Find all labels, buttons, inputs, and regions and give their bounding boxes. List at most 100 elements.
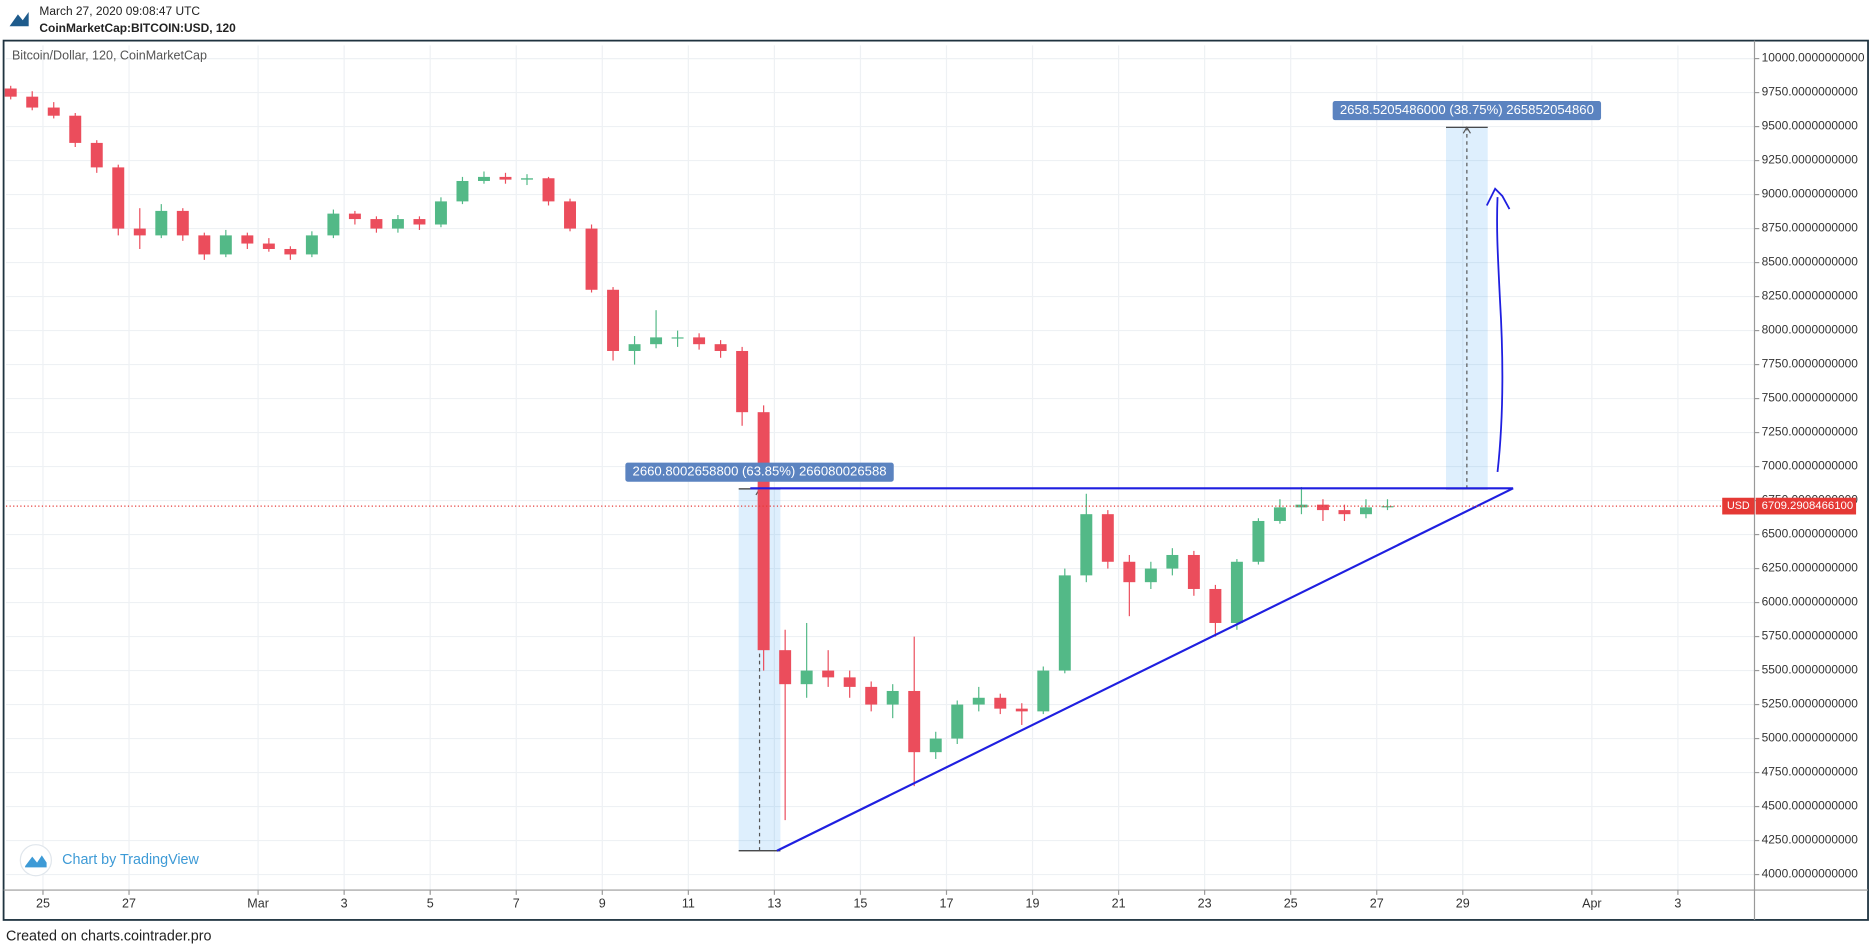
candle-body bbox=[69, 115, 82, 143]
x-tick-label: 27 bbox=[1370, 897, 1384, 911]
measure-label-bg bbox=[625, 462, 894, 482]
y-tick-label: 5500.0000000000 bbox=[1762, 663, 1859, 677]
candle-body bbox=[456, 180, 469, 202]
watermark-icon bbox=[19, 844, 52, 877]
y-tick-label: 7250.0000000000 bbox=[1762, 425, 1859, 439]
y-tick-label: 7500.0000000000 bbox=[1762, 391, 1859, 405]
y-tick-label: 8750.0000000000 bbox=[1762, 221, 1859, 235]
y-tick-label: 4750.0000000000 bbox=[1762, 765, 1859, 779]
candle-body bbox=[1316, 504, 1329, 511]
x-tick-label: 19 bbox=[1026, 897, 1040, 911]
y-tick-label: 6500.0000000000 bbox=[1762, 527, 1859, 541]
x-tick-label: 15 bbox=[853, 897, 867, 911]
candle-body bbox=[564, 201, 577, 229]
candle-body bbox=[994, 697, 1007, 709]
chart-frame bbox=[2, 39, 1869, 921]
candle-body bbox=[929, 738, 942, 753]
candle-body bbox=[779, 650, 792, 685]
candle-body bbox=[757, 412, 770, 651]
x-tick-label: 17 bbox=[940, 897, 954, 911]
candle-body bbox=[714, 344, 727, 351]
candle-body bbox=[1359, 507, 1372, 515]
y-tick-label: 7000.0000000000 bbox=[1762, 459, 1859, 473]
candle-body bbox=[886, 690, 899, 705]
x-tick-label: 23 bbox=[1198, 897, 1212, 911]
candle-body bbox=[47, 107, 60, 116]
y-tick-label: 4250.0000000000 bbox=[1762, 833, 1859, 847]
x-tick-label: 3 bbox=[341, 897, 348, 911]
candle-body bbox=[155, 210, 168, 236]
grid bbox=[5, 45, 1755, 891]
x-tick-label: 13 bbox=[767, 897, 781, 911]
x-tick-label: 5 bbox=[427, 897, 434, 911]
candle-body bbox=[26, 96, 39, 108]
candle-body bbox=[90, 142, 103, 168]
y-tick-label: 8000.0000000000 bbox=[1762, 323, 1859, 337]
y-tick-label: 5000.0000000000 bbox=[1762, 731, 1859, 745]
y-tick-label: 9500.0000000000 bbox=[1762, 119, 1859, 133]
plot bbox=[4, 85, 1514, 852]
logo bbox=[9, 11, 29, 27]
candle-body bbox=[284, 248, 297, 255]
watermark: Chart by TradingView bbox=[19, 844, 200, 877]
candle-body bbox=[1209, 588, 1222, 623]
candle-body bbox=[1058, 575, 1071, 671]
y-tick-label: 4000.0000000000 bbox=[1762, 867, 1859, 881]
candle-body bbox=[112, 167, 125, 229]
candle-body bbox=[693, 337, 706, 345]
candle-body bbox=[521, 178, 533, 180]
x-tick-label: 9 bbox=[599, 897, 606, 911]
y-tick-label: 8250.0000000000 bbox=[1762, 289, 1859, 303]
timestamp: March 27, 2020 09:08:47 UTC bbox=[39, 4, 200, 18]
candle-body bbox=[262, 243, 275, 249]
price-label: 6709.2908466100 bbox=[1762, 500, 1854, 512]
footer: Created on charts.cointrader.pro bbox=[6, 928, 212, 944]
candle-body bbox=[348, 213, 361, 220]
candle-body bbox=[1381, 506, 1394, 508]
measure-label-bg bbox=[1332, 101, 1602, 121]
candle-body bbox=[1080, 514, 1093, 576]
candle-body bbox=[1037, 670, 1050, 712]
y-tick-label: 9750.0000000000 bbox=[1762, 85, 1859, 99]
x-tick-label: 25 bbox=[36, 897, 50, 911]
x-tick-label: Apr bbox=[1582, 897, 1602, 911]
candle-body bbox=[4, 88, 17, 97]
candle-body bbox=[1015, 708, 1028, 712]
y-tick-label: 9000.0000000000 bbox=[1762, 187, 1859, 201]
chart-title: Bitcoin/Dollar, 120, CoinMarketCap bbox=[12, 48, 207, 62]
y-tick-label: 10000.0000000000 bbox=[1762, 51, 1865, 65]
watermark-text: Chart by TradingView bbox=[62, 852, 199, 868]
candle-body bbox=[434, 201, 447, 225]
candle-body bbox=[800, 670, 813, 685]
watermark-icon bbox=[25, 855, 47, 868]
candle-body bbox=[822, 670, 835, 678]
candle-body bbox=[1123, 561, 1136, 583]
y-tick-label: 6250.0000000000 bbox=[1762, 561, 1859, 575]
candle-body bbox=[1273, 507, 1286, 521]
y-tick-label: 9250.0000000000 bbox=[1762, 153, 1859, 167]
y-tick-label: 4500.0000000000 bbox=[1762, 799, 1859, 813]
price-label-bg bbox=[1755, 497, 1857, 515]
measure-label: 2660.8002658800 (63.85%) 266080026588 bbox=[633, 464, 887, 479]
candle-body bbox=[972, 697, 985, 705]
candle-body bbox=[1252, 520, 1265, 562]
x-tick-label: Mar bbox=[247, 897, 269, 911]
candle-body bbox=[133, 228, 146, 236]
candle-body bbox=[865, 686, 878, 705]
candle-body bbox=[198, 235, 211, 255]
price-currency: USD bbox=[1727, 500, 1750, 512]
x-tick-label: 3 bbox=[1674, 897, 1681, 911]
x-tick-label: 11 bbox=[682, 897, 695, 911]
candle-body bbox=[671, 337, 684, 339]
y-tick-label: 8500.0000000000 bbox=[1762, 255, 1859, 269]
measure-arrowhead bbox=[1462, 126, 1471, 134]
x-tick-label: 29 bbox=[1456, 897, 1470, 911]
candle-body bbox=[908, 690, 921, 753]
x-tick-label: 7 bbox=[513, 897, 520, 911]
trendline bbox=[776, 487, 1514, 852]
y-tick-label: 5250.0000000000 bbox=[1762, 697, 1859, 711]
y-tick-label: 5750.0000000000 bbox=[1762, 629, 1859, 643]
candle-body bbox=[241, 235, 254, 244]
